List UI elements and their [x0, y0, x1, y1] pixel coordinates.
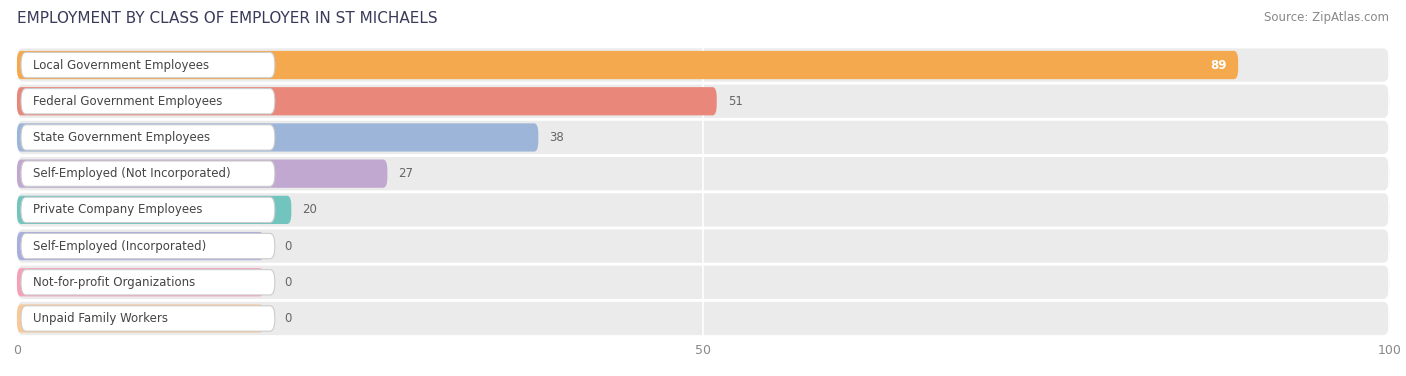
FancyBboxPatch shape — [21, 197, 274, 223]
Text: 0: 0 — [284, 312, 292, 325]
Text: 38: 38 — [550, 131, 564, 144]
Text: Source: ZipAtlas.com: Source: ZipAtlas.com — [1264, 11, 1389, 24]
Text: 0: 0 — [284, 240, 292, 253]
Text: 51: 51 — [728, 95, 742, 108]
FancyBboxPatch shape — [17, 157, 1389, 190]
Text: Private Company Employees: Private Company Employees — [34, 203, 202, 216]
FancyBboxPatch shape — [21, 161, 274, 186]
FancyBboxPatch shape — [17, 304, 264, 333]
FancyBboxPatch shape — [17, 87, 717, 115]
FancyBboxPatch shape — [21, 270, 274, 295]
FancyBboxPatch shape — [17, 159, 388, 188]
FancyBboxPatch shape — [17, 229, 1389, 263]
Text: Self-Employed (Not Incorporated): Self-Employed (Not Incorporated) — [34, 167, 231, 180]
Text: 20: 20 — [302, 203, 318, 216]
Text: 89: 89 — [1211, 59, 1227, 71]
FancyBboxPatch shape — [17, 302, 1389, 335]
FancyBboxPatch shape — [17, 268, 264, 296]
FancyBboxPatch shape — [21, 233, 274, 259]
FancyBboxPatch shape — [21, 125, 274, 150]
FancyBboxPatch shape — [17, 121, 1389, 154]
Text: 0: 0 — [284, 276, 292, 289]
FancyBboxPatch shape — [17, 51, 1239, 79]
Text: Unpaid Family Workers: Unpaid Family Workers — [34, 312, 169, 325]
FancyBboxPatch shape — [17, 265, 1389, 299]
Text: Not-for-profit Organizations: Not-for-profit Organizations — [34, 276, 195, 289]
FancyBboxPatch shape — [21, 52, 274, 78]
FancyBboxPatch shape — [17, 232, 264, 260]
FancyBboxPatch shape — [17, 123, 538, 152]
FancyBboxPatch shape — [17, 193, 1389, 226]
Text: 27: 27 — [398, 167, 413, 180]
Text: Federal Government Employees: Federal Government Employees — [34, 95, 222, 108]
Text: Self-Employed (Incorporated): Self-Employed (Incorporated) — [34, 240, 207, 253]
FancyBboxPatch shape — [17, 49, 1389, 82]
FancyBboxPatch shape — [21, 306, 274, 331]
Text: EMPLOYMENT BY CLASS OF EMPLOYER IN ST MICHAELS: EMPLOYMENT BY CLASS OF EMPLOYER IN ST MI… — [17, 11, 437, 26]
Text: Local Government Employees: Local Government Employees — [34, 59, 209, 71]
FancyBboxPatch shape — [21, 89, 274, 114]
FancyBboxPatch shape — [17, 196, 291, 224]
FancyBboxPatch shape — [17, 85, 1389, 118]
Text: State Government Employees: State Government Employees — [34, 131, 211, 144]
